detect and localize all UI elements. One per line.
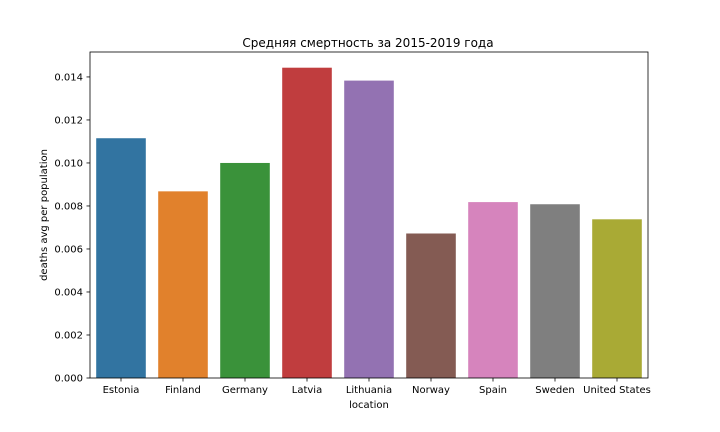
bar-united-states xyxy=(592,219,642,378)
bar-lithuania xyxy=(344,80,394,378)
plot-frame xyxy=(89,51,649,379)
y-axis: 0.000 0.002 0.004 0.006 0.008 0.010 0.012 0.014 xyxy=(54,72,90,385)
y-tick-label: 0.000 xyxy=(54,374,83,385)
y-tick-label: 0.004 xyxy=(54,287,83,298)
y-tick-label: 0.014 xyxy=(54,72,83,83)
bar-sweden xyxy=(530,204,580,378)
x-tick-label: Lithuania xyxy=(346,385,392,396)
chart-title: Средняя смертность за 2015-2019 года xyxy=(242,36,493,50)
y-tick-label: 0.002 xyxy=(54,330,83,341)
x-tick-label: Finland xyxy=(165,385,201,396)
bar-norway xyxy=(406,233,456,378)
x-tick-label: Estonia xyxy=(103,385,140,396)
y-tick-label: 0.006 xyxy=(54,244,83,255)
x-tick-label: Germany xyxy=(222,385,268,396)
y-axis-label: deaths avg per population xyxy=(39,149,50,281)
bar-germany xyxy=(220,162,270,378)
x-axis: Estonia Finland Germany Latvia Lithuania Norw… xyxy=(103,378,651,396)
bar-spain xyxy=(468,202,518,378)
y-tick-label: 0.010 xyxy=(54,158,83,169)
x-axis-label: location xyxy=(349,400,389,411)
x-tick-label: Latvia xyxy=(292,385,322,396)
bar-finland xyxy=(158,191,208,378)
x-tick-label: United States xyxy=(583,385,651,396)
y-tick-label: 0.008 xyxy=(54,201,83,212)
x-tick-label: Sweden xyxy=(535,385,575,396)
y-tick-label: 0.012 xyxy=(54,115,83,126)
x-tick-label: Spain xyxy=(479,385,507,396)
bar-estonia xyxy=(96,138,146,378)
x-tick-label: Norway xyxy=(412,385,450,396)
bars-group xyxy=(96,67,642,379)
bar-latvia xyxy=(282,67,332,379)
